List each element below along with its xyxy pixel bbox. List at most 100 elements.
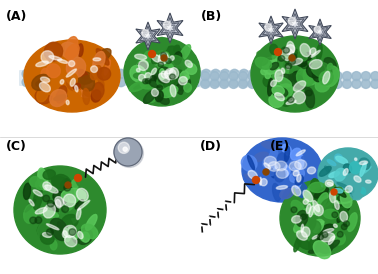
- Circle shape: [210, 72, 219, 81]
- Ellipse shape: [310, 48, 316, 55]
- Ellipse shape: [134, 82, 147, 89]
- Circle shape: [145, 78, 154, 87]
- Circle shape: [173, 69, 182, 78]
- Ellipse shape: [25, 199, 36, 212]
- Ellipse shape: [278, 74, 292, 85]
- Ellipse shape: [77, 80, 94, 98]
- Polygon shape: [259, 16, 283, 44]
- Ellipse shape: [324, 58, 336, 70]
- Ellipse shape: [340, 212, 348, 222]
- Circle shape: [333, 79, 342, 89]
- Ellipse shape: [270, 62, 279, 70]
- Ellipse shape: [62, 231, 67, 238]
- Ellipse shape: [158, 95, 169, 104]
- Ellipse shape: [360, 166, 371, 175]
- Circle shape: [183, 78, 192, 87]
- Ellipse shape: [245, 174, 258, 182]
- Ellipse shape: [293, 81, 306, 91]
- Ellipse shape: [46, 229, 53, 235]
- Ellipse shape: [64, 229, 70, 242]
- Ellipse shape: [324, 209, 339, 219]
- Ellipse shape: [140, 76, 158, 89]
- Ellipse shape: [275, 70, 283, 82]
- Ellipse shape: [285, 63, 292, 69]
- Ellipse shape: [64, 184, 71, 191]
- Ellipse shape: [65, 44, 79, 59]
- Circle shape: [22, 78, 31, 87]
- Ellipse shape: [276, 185, 288, 189]
- Ellipse shape: [143, 79, 148, 84]
- Ellipse shape: [329, 172, 339, 178]
- Ellipse shape: [38, 168, 48, 190]
- Circle shape: [276, 79, 285, 89]
- Ellipse shape: [258, 58, 268, 65]
- Ellipse shape: [55, 195, 72, 203]
- Ellipse shape: [293, 171, 299, 176]
- Ellipse shape: [50, 218, 68, 241]
- Circle shape: [274, 48, 282, 56]
- Ellipse shape: [77, 232, 83, 239]
- Circle shape: [230, 69, 239, 78]
- Ellipse shape: [54, 95, 67, 101]
- Ellipse shape: [350, 190, 362, 200]
- Ellipse shape: [72, 179, 79, 189]
- Ellipse shape: [144, 51, 155, 62]
- Circle shape: [114, 138, 142, 166]
- Circle shape: [60, 69, 69, 78]
- Ellipse shape: [170, 85, 176, 97]
- Ellipse shape: [297, 71, 311, 78]
- Ellipse shape: [41, 68, 48, 78]
- Ellipse shape: [36, 61, 48, 67]
- Ellipse shape: [76, 188, 88, 201]
- Ellipse shape: [330, 192, 335, 203]
- Ellipse shape: [144, 90, 156, 103]
- Ellipse shape: [318, 193, 328, 207]
- Ellipse shape: [68, 58, 76, 67]
- Ellipse shape: [35, 208, 47, 214]
- Ellipse shape: [65, 236, 77, 247]
- Ellipse shape: [77, 200, 90, 210]
- Ellipse shape: [293, 71, 304, 83]
- Ellipse shape: [248, 156, 254, 170]
- Circle shape: [229, 72, 238, 81]
- Ellipse shape: [248, 170, 257, 179]
- Ellipse shape: [73, 83, 81, 90]
- Ellipse shape: [314, 205, 323, 216]
- Circle shape: [267, 72, 276, 81]
- Ellipse shape: [301, 63, 308, 68]
- Ellipse shape: [311, 199, 331, 209]
- Ellipse shape: [161, 52, 166, 58]
- Polygon shape: [266, 24, 276, 36]
- Ellipse shape: [60, 179, 71, 192]
- Ellipse shape: [66, 72, 85, 91]
- Ellipse shape: [302, 227, 310, 237]
- Ellipse shape: [174, 52, 182, 65]
- Ellipse shape: [174, 45, 180, 52]
- Ellipse shape: [184, 83, 191, 92]
- Ellipse shape: [335, 188, 346, 197]
- Circle shape: [115, 139, 143, 167]
- Ellipse shape: [185, 60, 192, 67]
- Ellipse shape: [290, 54, 297, 59]
- Ellipse shape: [145, 73, 151, 79]
- Ellipse shape: [272, 86, 284, 95]
- Ellipse shape: [46, 64, 60, 78]
- Polygon shape: [161, 18, 179, 39]
- Circle shape: [257, 79, 266, 89]
- Ellipse shape: [306, 204, 311, 213]
- Ellipse shape: [70, 198, 79, 207]
- Ellipse shape: [282, 48, 294, 61]
- Ellipse shape: [336, 156, 347, 164]
- Ellipse shape: [242, 155, 257, 171]
- Ellipse shape: [307, 63, 324, 78]
- Ellipse shape: [321, 199, 336, 214]
- Ellipse shape: [251, 36, 339, 112]
- Ellipse shape: [268, 162, 280, 171]
- Ellipse shape: [59, 201, 76, 213]
- Circle shape: [98, 69, 107, 78]
- Ellipse shape: [361, 187, 366, 194]
- Circle shape: [201, 78, 211, 87]
- Circle shape: [249, 69, 258, 78]
- Ellipse shape: [313, 193, 319, 201]
- Ellipse shape: [55, 186, 68, 202]
